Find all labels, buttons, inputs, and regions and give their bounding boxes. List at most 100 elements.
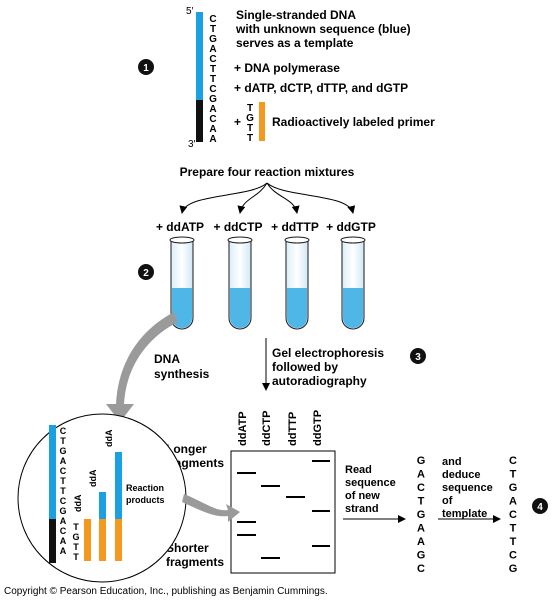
- products-template-base: C: [60, 466, 67, 476]
- read-line2: sequence: [345, 477, 396, 489]
- lane-label: ddATP: [237, 411, 249, 446]
- tube-rim: [340, 236, 366, 244]
- step-number-2: [138, 264, 154, 280]
- template-sequence-base: G: [509, 482, 518, 494]
- step-number-3-text: 3: [415, 352, 421, 363]
- step2-group: Prepare four reaction mixtures + ddATP + …: [106, 165, 376, 422]
- template-sequence-base: T: [510, 523, 517, 535]
- products-primer-base: T: [73, 522, 79, 532]
- tube-rim: [227, 236, 253, 244]
- step-number-3: [410, 348, 426, 364]
- split-arrows: [179, 182, 356, 214]
- template-sequence-base: C: [509, 455, 517, 467]
- template-base: A: [209, 44, 216, 55]
- tube-liquid: [230, 288, 250, 328]
- template-sequence-base: T: [510, 536, 517, 548]
- tube-label: + ddGTP: [326, 220, 376, 234]
- products-primer-base: G: [72, 532, 79, 542]
- fragment-2-new: [99, 492, 106, 519]
- new-strand-base: C: [417, 482, 425, 494]
- template-base: C: [209, 84, 216, 95]
- fragment-2-primer: [99, 519, 106, 561]
- primer-base: T: [247, 133, 253, 144]
- template-base: A: [209, 134, 216, 145]
- template-strand-unknown: [196, 12, 203, 100]
- template-base: T: [210, 74, 216, 85]
- primer-strand: [259, 102, 265, 141]
- gel-line2: followed by: [272, 360, 338, 374]
- primer-label: Radioactively labeled primer: [272, 115, 435, 129]
- template-description-line1: Single-stranded DNA: [236, 8, 356, 22]
- deduce-line1: and: [442, 456, 462, 468]
- dna-synthesis-line2: synthesis: [154, 367, 210, 381]
- tube-rim: [284, 236, 310, 244]
- tube-label: + ddCTP: [213, 220, 262, 234]
- products-template-unknown: [49, 425, 56, 519]
- products-to-gel-arrow: [182, 494, 240, 522]
- template-sequence-base: T: [510, 469, 517, 481]
- dntp-label: + dATP, dCTP, dTTP, and dGTP: [234, 81, 408, 95]
- gel-bands: [237, 460, 330, 559]
- prepare-mixtures-heading: Prepare four reaction mixtures: [180, 165, 355, 179]
- new-strand-base: A: [417, 469, 425, 481]
- fragment-1-primer: [84, 519, 91, 561]
- lane-label: ddTTP: [287, 412, 299, 446]
- step-number-1-text: 1: [143, 63, 149, 74]
- reaction-tube: + ddTTP: [271, 220, 319, 330]
- tube-label: + ddTTP: [271, 220, 319, 234]
- tube-liquid: [343, 288, 363, 328]
- dda-label-2: ddA: [88, 469, 98, 487]
- dna-synthesis-line1: DNA: [154, 352, 180, 366]
- copyright-notice: Copyright © Pearson Education, Inc., pub…: [4, 586, 328, 597]
- template-base: T: [210, 24, 216, 35]
- products-primer-base: T: [73, 542, 79, 552]
- tube-liquid: [172, 288, 192, 328]
- template-sequence-base: A: [509, 496, 517, 508]
- reaction-products-line2: products: [126, 495, 165, 505]
- template-base: A: [209, 124, 216, 135]
- deduce-line3: sequence: [442, 482, 493, 494]
- dna-polymerase-label: + DNA polymerase: [234, 61, 340, 75]
- products-template-base: A: [60, 536, 67, 546]
- template-base: G: [209, 34, 217, 45]
- fragment-3-primer: [115, 519, 122, 561]
- reaction-tube: + ddCTP: [213, 220, 263, 330]
- products-template-base: A: [60, 546, 67, 556]
- products-template-base: C: [60, 526, 67, 536]
- products-template-known: [49, 519, 56, 563]
- products-template-base: T: [60, 486, 66, 496]
- primer-base: T: [247, 103, 253, 114]
- lane-labels: ddATP ddCTP ddTTP ddGTP: [237, 410, 324, 446]
- step3-group: Gel electrophoresis followed by autoradi…: [166, 338, 426, 574]
- primer-base: T: [247, 123, 253, 134]
- new-strand-base: G: [417, 509, 426, 521]
- products-template-base: A: [60, 516, 67, 526]
- template-base: A: [209, 104, 216, 115]
- template-base: T: [210, 64, 216, 75]
- reaction-products-line1: Reaction: [126, 483, 164, 493]
- new-strand-base: T: [418, 496, 425, 508]
- shorter-fragments-line2: fragments: [166, 555, 224, 569]
- read-line3: of new: [345, 490, 380, 502]
- new-strand-base: A: [417, 536, 425, 548]
- tube-rim: [169, 236, 195, 244]
- template-sequence-base: C: [509, 509, 517, 521]
- longer-fragments-line1: Longer: [166, 442, 207, 456]
- reaction-tubes: + ddATP + ddCTP + ddTTP + ddGTP: [156, 220, 376, 330]
- dna-synthesis-arrow: [106, 312, 178, 422]
- products-template-base: G: [59, 446, 66, 456]
- template-description-line2: with unknown sequence (blue): [235, 22, 411, 36]
- template-base: C: [209, 14, 216, 25]
- three-prime-label: 3′: [188, 139, 196, 150]
- primer-base: G: [246, 113, 254, 124]
- products-template-base: C: [60, 496, 67, 506]
- lane-label: ddCTP: [261, 411, 273, 446]
- template-sequence-base: C: [509, 550, 517, 562]
- products-template-base: G: [59, 506, 66, 516]
